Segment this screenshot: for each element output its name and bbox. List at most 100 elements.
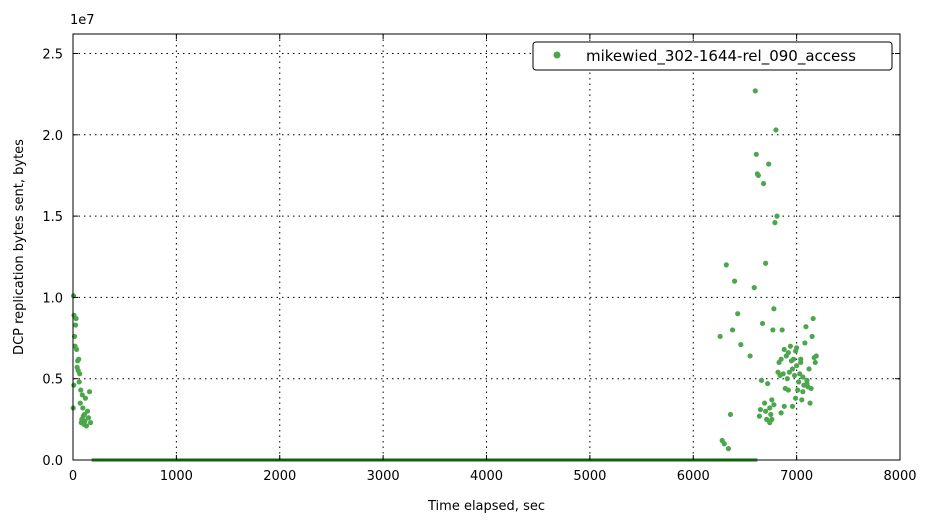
y-tick-labels: 0.0 0.5 1.0 1.5 2.0 2.5 [42,48,63,469]
y-axis-offset-label: 1e7 [70,13,95,28]
data-point [785,350,791,356]
data-point [80,405,86,411]
data-point [773,127,779,133]
data-point [781,346,787,353]
y-tick-label: 0.5 [42,373,63,388]
data-point [780,371,786,377]
y-axis-label: DCP replication bytes sent, bytes [12,139,27,355]
data-point [751,285,757,291]
y-tick-label: 2.5 [42,48,63,63]
data-point [756,413,763,419]
data-point [772,220,778,226]
data-point [82,395,89,401]
data-point [760,180,767,187]
y-tick-label: 1.5 [42,210,63,225]
data-point [768,411,774,418]
x-tick-label: 1000 [160,469,193,484]
data-point [72,322,79,328]
data-point [802,340,808,346]
legend-box [532,41,893,71]
data-point [727,411,734,418]
x-axis-label: Time elapsed, sec [427,499,545,514]
data-point [78,387,84,393]
data-point [798,356,804,362]
data-point [76,379,82,385]
data-point [767,405,773,411]
data-point [781,403,787,409]
data-point [778,410,784,416]
data-point [735,311,741,317]
x-tick-labels: 0 1000 2000 3000 4000 5000 6000 7000 8000 [69,469,917,484]
data-point [752,88,758,94]
data-point [723,262,729,268]
data-point [795,387,801,393]
data-point [806,366,812,372]
x-tick-label: 2000 [263,469,296,484]
data-point [83,423,90,429]
data-point [87,420,94,426]
data-point [85,415,92,421]
data-point [800,389,806,395]
data-point [771,306,777,312]
data-point [779,327,785,333]
data-point [747,353,753,359]
data-point [799,397,805,403]
legend: mikewied_302-1644-rel_090_access [532,41,893,71]
data-point [753,151,759,157]
data-point [785,387,791,393]
data-point [796,379,802,385]
axis-ticks [72,34,901,461]
data-point [774,213,780,219]
data-point [804,380,810,387]
data-point [800,374,806,380]
data-point [84,408,91,414]
data-point [809,333,815,340]
data-point [813,353,819,359]
data-point [769,416,775,422]
data-point [763,408,769,414]
data-point [82,418,88,424]
legend-label: mikewied_302-1644-rel_090_access [586,47,856,66]
data-point [86,389,93,395]
data-point [769,397,775,403]
data-point [766,161,772,167]
grid [72,34,901,461]
data-point [771,402,777,408]
data-point [794,363,800,369]
x-tick-label: 8000 [883,469,916,484]
data-point [792,395,799,401]
x-tick-label: 4000 [470,469,503,484]
y-tick-label: 0.0 [42,454,63,469]
data-point [789,403,796,409]
data-point [732,278,738,284]
data-point [807,400,813,406]
data-point [787,343,794,349]
data-point [765,380,771,387]
data-point [770,327,776,333]
data-point [76,356,82,362]
data-point [803,324,809,330]
legend-marker [553,51,561,59]
data-point [812,359,818,366]
data-point [77,400,83,406]
data-point [725,446,731,452]
y-tick-label: 2.0 [42,129,63,144]
data-point [797,371,803,377]
data-point [784,376,790,382]
data-point [717,333,723,340]
data-point [778,356,784,362]
plot-frame [72,33,901,461]
data-point [729,327,736,333]
data-point [794,345,800,351]
data-point [808,385,814,392]
data-point [721,441,727,447]
data-point [71,382,77,388]
data-point [763,260,769,266]
data-point [759,320,766,327]
data-point [73,315,79,322]
x-tick-label: 3000 [367,469,400,484]
x-tick-label: 0 [69,469,77,484]
data-point [757,406,764,413]
data-point [789,366,796,372]
data-point [791,372,798,379]
